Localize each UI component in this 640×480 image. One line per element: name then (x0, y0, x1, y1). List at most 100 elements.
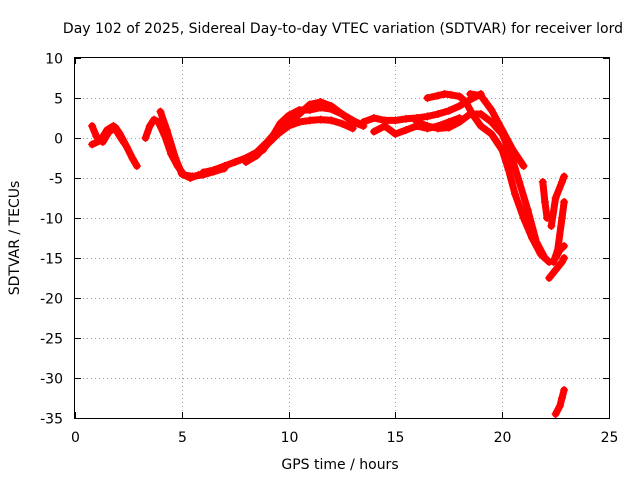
data-point (267, 134, 276, 142)
data-point (540, 198, 549, 206)
data-point (284, 111, 293, 120)
data-point (338, 110, 346, 118)
data-point (487, 130, 496, 138)
y-tick-label: 10 (45, 52, 63, 68)
series-track-14 (547, 172, 568, 230)
data-point (167, 150, 176, 158)
data-point (560, 254, 569, 262)
data-point (348, 116, 357, 125)
data-point (327, 105, 336, 114)
data-point (547, 222, 556, 230)
series-track-16 (545, 254, 568, 282)
series-track-18 (552, 386, 568, 418)
y-axis-label: SDTVAR / TECUs (7, 181, 23, 296)
data-point (555, 246, 564, 254)
data-point (455, 102, 464, 110)
data-point (434, 124, 443, 133)
data-point (504, 166, 513, 174)
data-point (231, 158, 240, 166)
data-point (88, 122, 97, 130)
y-tick-label: -5 (49, 172, 63, 188)
x-axis-label: GPS time / hours (281, 457, 398, 473)
data-point (150, 115, 159, 124)
x-tick-label: 25 (601, 430, 619, 446)
data-point (370, 114, 379, 122)
data-point (355, 119, 364, 128)
data-point (455, 118, 464, 126)
data-point (177, 170, 186, 178)
data-point (558, 178, 567, 186)
data-point (511, 190, 520, 198)
data-point (316, 103, 325, 112)
y-tick-label: -25 (40, 332, 63, 348)
y-tick-label: 5 (54, 92, 63, 108)
data-point (558, 214, 567, 222)
data-point (555, 402, 564, 410)
data-point (560, 198, 569, 206)
data-point (128, 154, 137, 163)
y-tick-label: -15 (40, 252, 63, 268)
data-point (252, 151, 261, 160)
data-point (519, 162, 528, 170)
data-point (186, 174, 195, 182)
data-point (532, 238, 541, 246)
data-point (276, 119, 285, 128)
data-point (209, 166, 218, 174)
data-point (380, 122, 389, 130)
data-point (466, 90, 475, 98)
data-point (109, 122, 118, 130)
data-point (284, 122, 293, 130)
data-point (551, 254, 560, 262)
data-point (446, 90, 455, 99)
data-point (160, 131, 169, 140)
data-point (295, 118, 304, 126)
data-point (536, 250, 545, 258)
data-point (241, 158, 250, 166)
y-tick-label: -35 (40, 412, 63, 428)
data-point (141, 134, 150, 142)
plot-frame (74, 57, 610, 419)
data-point (370, 127, 379, 136)
data-point (402, 126, 411, 134)
data-point (487, 118, 496, 126)
x-tick-label: 15 (387, 430, 405, 446)
y-tick-label: 0 (54, 132, 63, 148)
data-point (171, 154, 180, 162)
data-point (476, 91, 485, 100)
data-point (538, 178, 547, 186)
data-point (220, 162, 229, 170)
x-tick-label: 10 (281, 430, 299, 446)
data-point (423, 112, 432, 121)
data-point (359, 118, 368, 126)
data-point (88, 140, 97, 149)
data-point (199, 168, 208, 177)
data-point (156, 107, 165, 116)
data-markers (88, 90, 569, 418)
data-point (412, 118, 421, 126)
data-point (348, 124, 357, 133)
data-point (391, 130, 400, 138)
data-point (461, 98, 470, 106)
data-point (515, 178, 524, 186)
data-point (551, 266, 560, 274)
data-point (132, 162, 141, 170)
data-point (455, 92, 464, 101)
data-point (154, 118, 163, 126)
data-point (523, 206, 532, 214)
y-tick-label: -20 (40, 292, 63, 308)
data-point (327, 116, 336, 125)
data-point (120, 138, 129, 147)
data-point (476, 110, 485, 118)
data-point (508, 146, 517, 154)
axis-ticks (75, 58, 610, 419)
data-point (423, 122, 432, 130)
data-point (115, 132, 124, 141)
data-point (528, 234, 537, 242)
data-point (551, 410, 560, 418)
data-point (434, 110, 443, 118)
data-point (92, 132, 101, 141)
data-point (173, 162, 182, 170)
data-series (88, 90, 568, 418)
data-point (194, 170, 203, 179)
